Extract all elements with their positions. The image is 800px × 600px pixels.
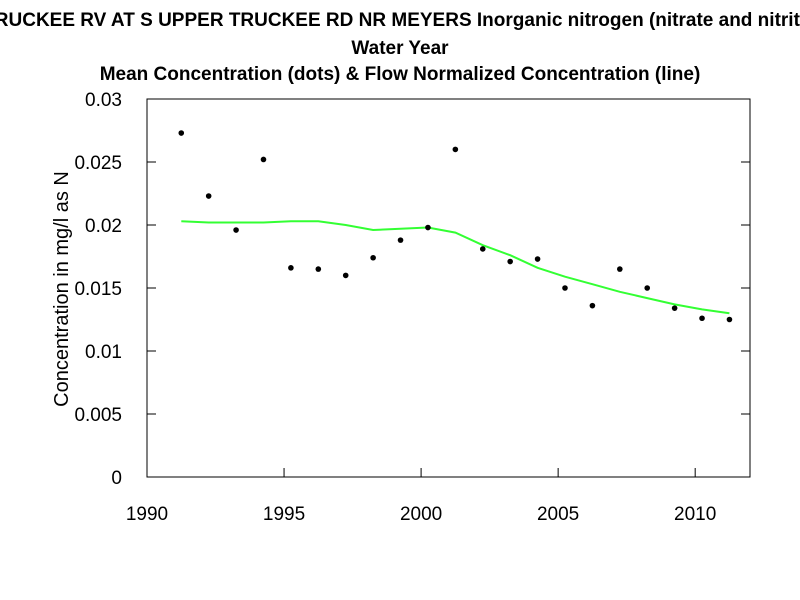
mean-concentration-point — [178, 130, 185, 136]
x-axis: 1990 1995 2000 2005 2010 — [126, 468, 716, 525]
chart-subtitle: Water Year — [351, 38, 449, 59]
y-tick-label: 0 — [111, 468, 122, 489]
y-tick-label: 0.02 — [85, 216, 122, 237]
series-layer — [178, 130, 733, 323]
y-tick-label: 0.015 — [74, 279, 122, 300]
mean-concentration-point — [617, 266, 623, 272]
mean-concentration-point — [233, 227, 239, 233]
mean-concentration-point — [425, 224, 431, 231]
x-tick-label: 2005 — [537, 504, 579, 525]
mean-concentration-point — [726, 316, 733, 323]
x-tick-label: 2010 — [674, 504, 716, 525]
mean-concentration-point — [699, 315, 705, 322]
y-tick-label: 0.005 — [74, 405, 122, 426]
mean-concentration-point — [671, 305, 678, 311]
mean-concentration-point — [479, 246, 486, 252]
x-tick-label: 1990 — [126, 504, 168, 525]
mean-concentration-point — [342, 272, 349, 279]
mean-concentration-point — [288, 265, 294, 271]
mean-concentration-point — [562, 285, 568, 291]
x-tick-label: 2000 — [400, 504, 442, 525]
y-axis: 0 0.005 0.01 0.015 0.02 0.025 0.03 — [74, 90, 750, 489]
x-tick-label: 1995 — [263, 504, 305, 525]
mean-concentration-point — [315, 266, 322, 272]
y-tick-label: 0.03 — [85, 90, 122, 111]
mean-concentration-point — [589, 302, 596, 309]
mean-concentration-point — [260, 156, 267, 163]
y-tick-label: 0.01 — [85, 342, 122, 363]
mean-concentration-point — [397, 237, 404, 243]
y-tick-label: 0.025 — [74, 153, 122, 174]
chart-title: TRUCKEE RV AT S UPPER TRUCKEE RD NR MEYE… — [0, 10, 800, 31]
flow-normalized-concentration-line — [181, 220, 730, 315]
y-axis-label: Concentration in mg/l as N — [51, 171, 73, 407]
mean-concentration-point — [205, 193, 212, 199]
mean-concentration-point — [370, 254, 376, 261]
plot-frame — [146, 98, 751, 478]
mean-concentration-point — [534, 256, 541, 262]
mean-concentration-point — [644, 285, 651, 291]
mean-concentration-point — [507, 258, 513, 265]
mean-concentration-point — [452, 146, 459, 153]
chart-subtitle-2: Mean Concentration (dots) & Flow Normali… — [99, 64, 701, 85]
